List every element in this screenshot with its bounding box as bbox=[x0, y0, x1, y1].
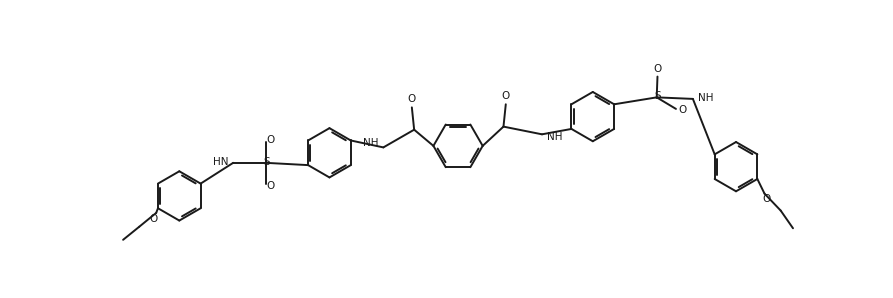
Text: NH: NH bbox=[547, 132, 563, 142]
Text: NH: NH bbox=[697, 93, 714, 103]
Text: O: O bbox=[763, 194, 771, 204]
Text: O: O bbox=[408, 94, 416, 104]
Text: O: O bbox=[150, 214, 158, 224]
Text: NH: NH bbox=[363, 138, 379, 148]
Text: O: O bbox=[502, 91, 510, 100]
Text: O: O bbox=[266, 181, 275, 191]
Text: S: S bbox=[655, 91, 661, 101]
Text: HN: HN bbox=[213, 157, 229, 167]
Text: S: S bbox=[263, 157, 270, 167]
Text: O: O bbox=[679, 105, 687, 115]
Text: O: O bbox=[654, 63, 662, 74]
Text: O: O bbox=[266, 135, 275, 145]
